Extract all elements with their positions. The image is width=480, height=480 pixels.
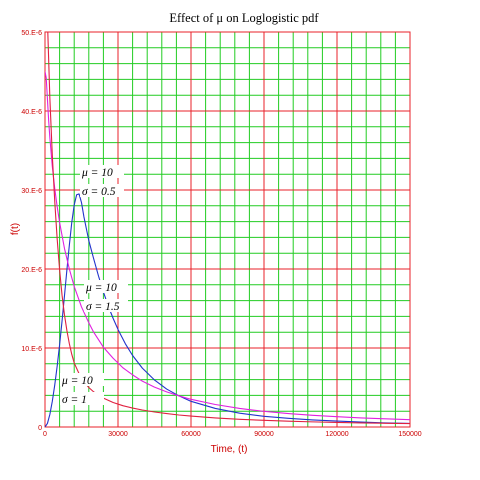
annotation-label: μ = 10 σ = 1 (60, 373, 104, 406)
annotation-bg (80, 165, 124, 178)
y-tick-label: 20.E-6 (21, 267, 42, 274)
x-tick-label: 0 (43, 431, 47, 438)
annotation-sigma: σ = 1.5 (86, 301, 120, 313)
annotation-mu: μ = 10 (81, 167, 113, 179)
annotation-bg (60, 392, 104, 405)
axes (44, 31, 411, 428)
annotation-mu: μ = 10 (85, 282, 117, 294)
x-tick-label: 30000 (108, 431, 128, 438)
x-tick-label: 120000 (325, 431, 348, 438)
x-axis-label: Time, (t) (211, 444, 248, 455)
annotation-label: μ = 10 σ = 1.5 (84, 280, 128, 313)
y-tick-label: 10.E-6 (21, 346, 42, 353)
annotation-bg (84, 280, 128, 293)
x-tick-label: 90000 (254, 431, 274, 438)
tick-labels: 0 30000 60000 90000 120000 150000 0 10.E-6 20.E-… (21, 30, 421, 438)
grid (44, 31, 411, 428)
chart-title: Effect of μ on Loglogistic pdf (169, 11, 319, 25)
y-tick-label: 30.E-6 (21, 188, 42, 195)
x-tick-label: 60000 (181, 431, 201, 438)
annotation-sigma: σ = 1 (62, 394, 87, 406)
y-tick-label: 0 (38, 425, 42, 432)
y-tick-label: 50.E-6 (21, 30, 42, 37)
annotation-bg (84, 299, 128, 312)
annotation-sigma: σ = 0.5 (82, 186, 116, 198)
plot-frame (44, 31, 411, 428)
annotation-label: μ = 10 σ = 0.5 (80, 165, 124, 198)
y-tick-label: 40.E-6 (21, 109, 42, 116)
annotations: μ = 10 σ = 0.5 μ = 10 σ = 1.5 μ = 10 σ = 1 (60, 165, 128, 406)
annotation-bg (60, 373, 104, 386)
annotation-mu: μ = 10 (61, 375, 93, 387)
y-axis-label: f(t) (10, 223, 21, 235)
annotation-bg (80, 184, 124, 197)
x-tick-label: 150000 (398, 431, 421, 438)
